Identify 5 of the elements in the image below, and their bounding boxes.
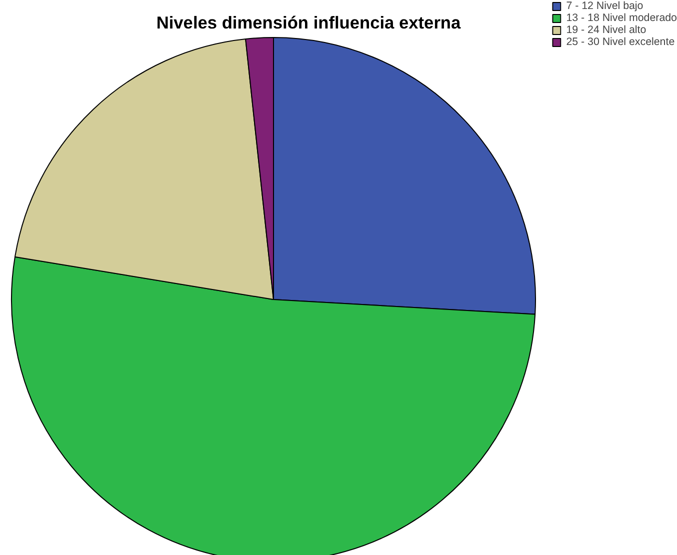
legend-label: 25 - 30 Nivel excelente bbox=[566, 36, 675, 48]
legend-label: 7 - 12 Nivel bajo bbox=[566, 0, 644, 12]
legend-label: 19 - 24 Nivel alto bbox=[566, 24, 646, 36]
legend-label: 13 - 18 Nivel moderado bbox=[566, 12, 677, 24]
text: Niveles dimensión influencia externa bbox=[156, 12, 462, 32]
